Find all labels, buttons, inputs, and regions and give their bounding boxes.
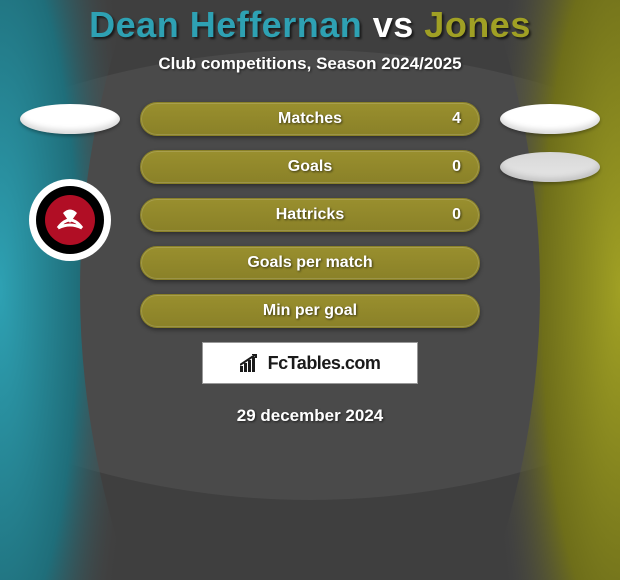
left-ellipse [20,104,120,134]
stat-label: Hattricks [276,206,344,224]
right-ellipse [500,104,600,134]
stat-value-right: 4 [452,110,461,128]
stat-label: Min per goal [263,302,357,320]
left-side [10,104,130,134]
stat-pill: Min per goal [140,294,480,328]
right-side [490,104,610,134]
stat-value-right: 0 [452,206,461,224]
title-player1: Dean Heffernan [89,4,362,45]
footer-brand-text: FcTables.com [268,353,381,374]
footer-brand-box: FcTables.com [202,342,418,384]
title-player2: Jones [424,4,531,45]
right-side [490,152,610,182]
title-vs: vs [373,4,414,45]
page-title: Dean Heffernan vs Jones [0,4,620,46]
team-badge-left [28,178,112,262]
stat-row: Min per goal [0,294,620,328]
subtitle: Club competitions, Season 2024/2025 [0,54,620,74]
stat-label: Goals [288,158,332,176]
stat-row: Matches 4 [0,102,620,136]
stat-label: Goals per match [247,254,372,272]
stat-label: Matches [278,110,342,128]
stat-pill: Goals per match [140,246,480,280]
stat-pill: Goals 0 [140,150,480,184]
bars-icon [240,354,262,372]
right-ellipse [500,152,600,182]
generation-date: 29 december 2024 [0,406,620,426]
stat-pill: Hattricks 0 [140,198,480,232]
stat-value-right: 0 [452,158,461,176]
stat-pill: Matches 4 [140,102,480,136]
